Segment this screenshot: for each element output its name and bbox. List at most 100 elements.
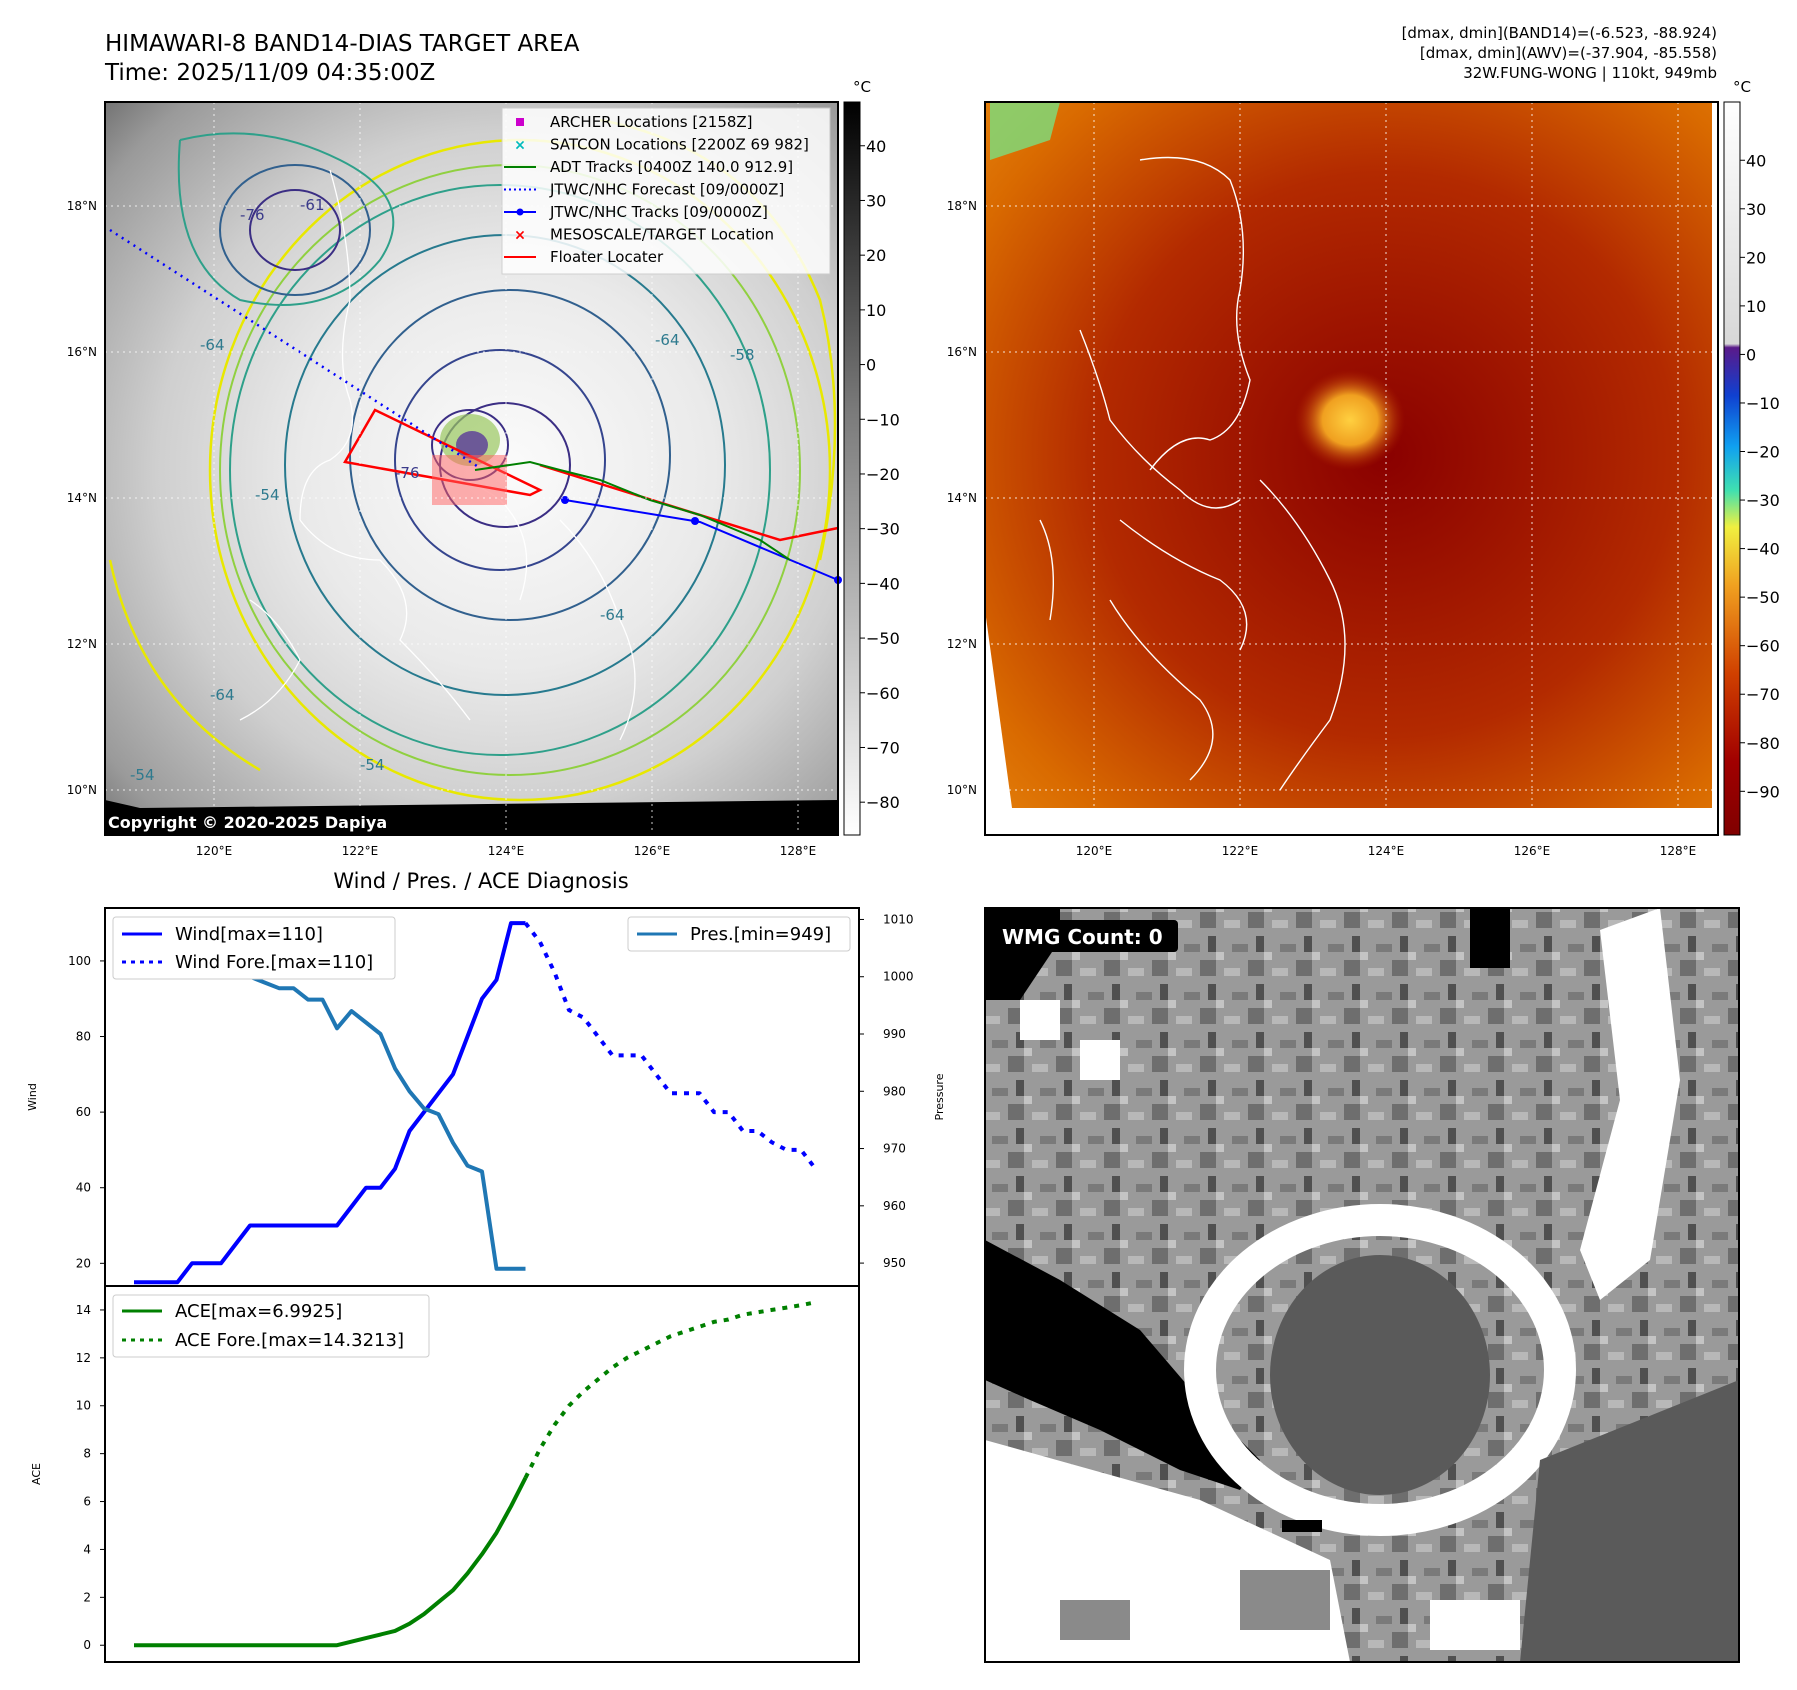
ace-legend: ACE[max=6.9925] ACE Fore.[max=14.3213] (112, 1294, 430, 1358)
ir-map-lat-tick: 16°N (67, 345, 97, 359)
y-tick-label: 40 (76, 1181, 91, 1195)
y-tick-label: 12 (76, 1351, 91, 1365)
color-map-lon-tick: 120°E (1076, 844, 1113, 858)
ir-colorbar-tick: −30 (866, 520, 900, 539)
wind-pressure-chart: 20 40 60 80 100 950 960 970 980 990 1000 1010 Wind … (26, 907, 946, 1287)
ir-map-lon-tick: 122°E (342, 844, 379, 858)
ir-colorbar: °C 40 30 20 10 0 −10 −20 −30 −40 −50 −60 −70 −80 (843, 78, 900, 836)
color-map-lat-tick: 14°N (947, 491, 977, 505)
color-colorbar-tick: −10 (1746, 394, 1780, 413)
legend-entry-label: JTWC/NHC Tracks [09/0000Z] (549, 203, 768, 221)
y2-tick-label: 1000 (883, 970, 914, 984)
wind-legend-label: Wind[max=110] (175, 924, 323, 945)
jtwc-past-track (564, 499, 839, 581)
ir-colorbar-tick: −80 (866, 793, 900, 812)
pressure-axis-label: Pressure (933, 1073, 946, 1120)
wind-axis-label: Wind (26, 1083, 39, 1111)
stats-line1: [dmax, dmin](BAND14)=(-6.523, -88.924) (1402, 24, 1717, 42)
legend-entry-label: ADT Tracks [0400Z 140.0 912.9] (550, 158, 793, 176)
contour-label: -54 (360, 756, 385, 774)
color-colorbar-tick: −70 (1746, 685, 1780, 704)
ir-colorbar-tick: 40 (866, 137, 886, 156)
y-tick-label: 4 (83, 1542, 91, 1556)
stats-line2: [dmax, dmin](AWV)=(-37.904, -85.558) (1420, 44, 1717, 62)
color-colorbar-tick: 20 (1746, 248, 1766, 267)
y-tick-label: 100 (68, 954, 91, 968)
color-colorbar-tick: −60 (1746, 637, 1780, 656)
color-map-lon-tick: 128°E (1660, 844, 1697, 858)
ace-chart: 0 2 4 6 8 10 12 14 ACE ACE[max=6.9925] ACE Fore… (30, 1285, 860, 1663)
ir-map-lon-tick: 124°E (488, 844, 525, 858)
contour-label: -54 (255, 486, 280, 504)
legend-marker: × (514, 138, 526, 154)
wmg-eye-ring (1184, 1204, 1576, 1536)
ir-map-lat-tick: 18°N (67, 199, 97, 213)
color-colorbar-tick: −40 (1746, 540, 1780, 559)
legend-entry-label: ARCHER Locations [2158Z] (550, 113, 753, 131)
mesoscale-target-box (432, 455, 507, 505)
y-tick-label: 0 (83, 1638, 91, 1652)
ace-legend-label: ACE[max=6.9925] (175, 1301, 342, 1322)
color-colorbar-tick: 10 (1746, 297, 1766, 316)
contour-label: -58 (730, 346, 755, 364)
contour-label: -76 (240, 206, 265, 224)
wmg-panel: WMG Count: 0 (984, 907, 1740, 1663)
color-colorbar-tick: −20 (1746, 443, 1780, 462)
ir-colorbar-tick: −10 (866, 410, 900, 429)
y-tick-label: 8 (83, 1447, 91, 1461)
legend-marker (516, 118, 524, 126)
y2-tick-label: 980 (883, 1084, 906, 1098)
stats-line3: 32W.FUNG-WONG | 110kt, 949mb (1463, 64, 1717, 82)
y2-tick-label: 970 (883, 1142, 906, 1156)
color-map-lon-tick: 124°E (1368, 844, 1405, 858)
ir-colorbar-tick: −60 (866, 684, 900, 703)
contour-label: -61 (300, 196, 325, 214)
color-map-lon-tick: 122°E (1222, 844, 1259, 858)
y-tick-label: 20 (76, 1256, 91, 1270)
color-colorbar-tick: 30 (1746, 200, 1766, 219)
ir-colorbar-unit: °C (853, 78, 871, 96)
ir-map-lon-tick: 120°E (196, 844, 233, 858)
y-tick-label: 10 (76, 1399, 91, 1413)
ir-colorbar-tick: −50 (866, 629, 900, 648)
ir-map-lat-tick: 14°N (67, 491, 97, 505)
y-tick-label: 80 (76, 1030, 91, 1044)
series-line (523, 1300, 816, 1479)
ir-map-panel: -76 -61 -64 -64 -76 -54 -64 -54 -54 -58 … (104, 101, 842, 836)
y-tick-label: 60 (76, 1105, 91, 1119)
coastlines (1039, 156, 1346, 791)
figure-title-line1: HIMAWARI-8 BAND14-DIAS TARGET AREA (105, 31, 580, 57)
color-colorbar-tick: −90 (1746, 782, 1780, 801)
legend-entry-label: Floater Locater (550, 248, 664, 266)
y2-tick-label: 960 (883, 1199, 906, 1213)
legend-marker-dot (516, 208, 524, 216)
contour-label: -64 (655, 331, 680, 349)
wmg-eye (1270, 1255, 1490, 1495)
legend-entry-label: SATCON Locations [2200Z 69 982] (550, 136, 809, 154)
color-map-lat-tick: 18°N (947, 199, 977, 213)
ace-axis-label: ACE (30, 1463, 43, 1485)
legend-entry-label: JTWC/NHC Forecast [09/0000Z] (549, 181, 784, 199)
y2-tick-label: 1010 (883, 912, 914, 926)
color-map-panel (984, 101, 1719, 836)
figure-title-line2: Time: 2025/11/09 04:35:00Z (104, 60, 435, 86)
ir-colorbar-tick: 20 (866, 246, 886, 265)
color-map-lat-tick: 10°N (947, 783, 977, 797)
color-colorbar-tick: −50 (1746, 588, 1780, 607)
color-colorbar-tick: 40 (1746, 151, 1766, 170)
contour-label: -64 (600, 606, 625, 624)
color-colorbar: °C 40 30 20 10 0 −10 −20 −30 −40 −50 −60 −70 −80 −90 (1723, 78, 1780, 836)
diagnosis-title: Wind / Pres. / ACE Diagnosis (333, 869, 628, 893)
color-map-lat-tick: 12°N (947, 637, 977, 651)
series-line (134, 921, 526, 1285)
ir-map-lon-tick: 128°E (780, 844, 817, 858)
y2-tick-label: 990 (883, 1027, 906, 1041)
contour-label: -64 (210, 686, 235, 704)
ir-colorbar-tick: −40 (866, 574, 900, 593)
contour-label: -54 (130, 766, 155, 784)
ir-colorbar-tick: 0 (866, 356, 876, 375)
wmg-count-label: WMG Count: 0 (1002, 925, 1163, 949)
ir-map-lon-tick: 126°E (634, 844, 671, 858)
ir-map-lat-tick: 10°N (67, 783, 97, 797)
y-tick-label: 14 (76, 1303, 91, 1317)
